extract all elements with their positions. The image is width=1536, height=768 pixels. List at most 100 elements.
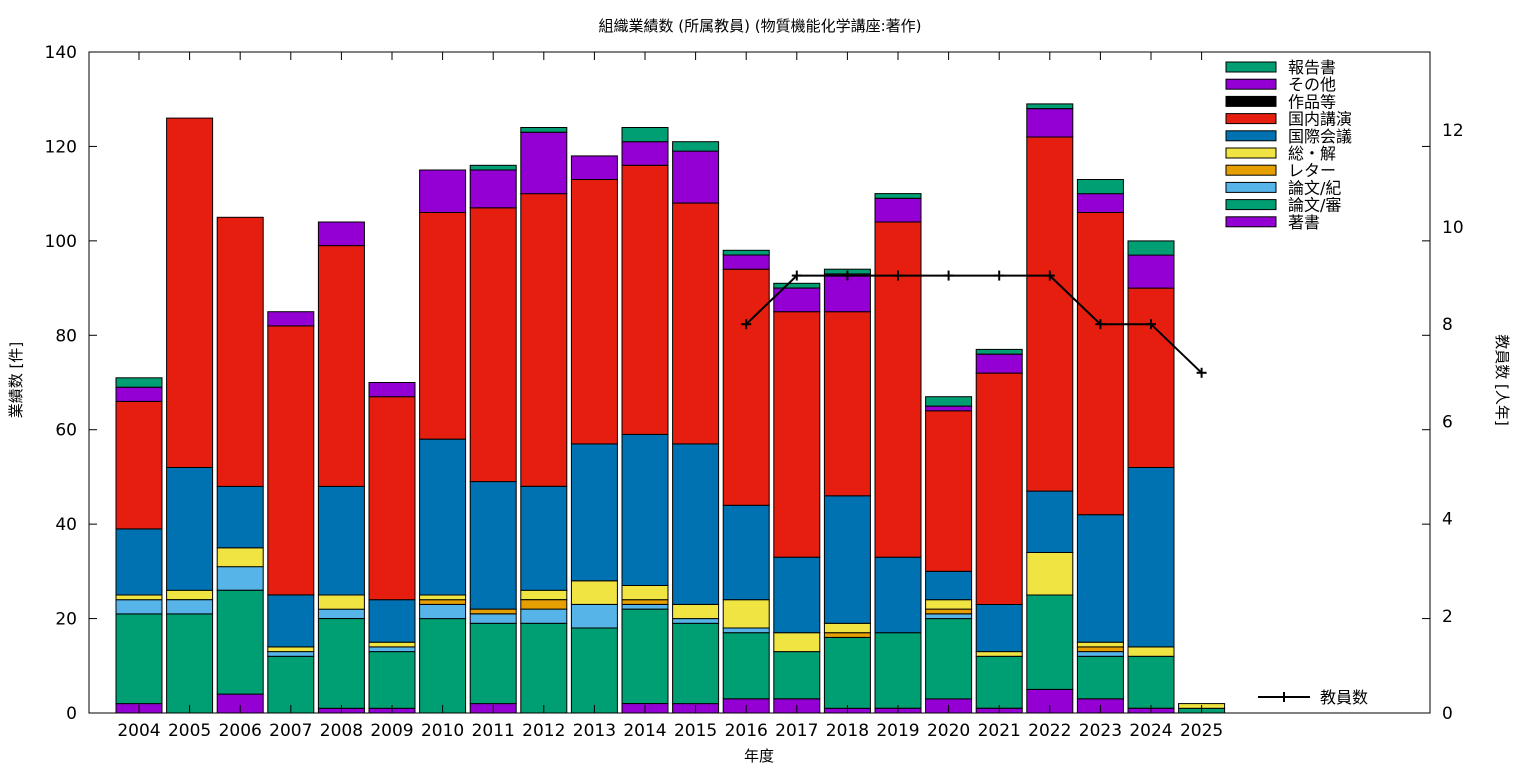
bar-segment xyxy=(1127,655,1175,709)
bar-segment xyxy=(1026,136,1074,492)
legend-swatch xyxy=(1225,113,1277,125)
x-tick-label: 2007 xyxy=(269,721,312,741)
legend-swatch xyxy=(1225,147,1277,159)
bar-segment xyxy=(419,594,467,601)
bar-segment xyxy=(166,589,214,601)
x-tick-label: 2019 xyxy=(876,721,919,741)
line-layer xyxy=(741,270,1207,378)
x-tick-label: 2010 xyxy=(421,721,464,741)
bar-segment xyxy=(672,141,720,152)
legend-label: その他 xyxy=(1288,75,1336,94)
bar-segment xyxy=(874,556,922,634)
bar-segment xyxy=(722,627,770,634)
y-tick-label: 140 xyxy=(45,43,77,63)
bar-segment xyxy=(621,603,669,610)
legend-swatch xyxy=(1225,164,1277,176)
bar-segment xyxy=(570,443,618,582)
bar-segment xyxy=(1026,552,1074,596)
bar-segment xyxy=(216,216,264,487)
x-tick-label: 2018 xyxy=(826,721,869,741)
legend-label: 論文/審 xyxy=(1288,196,1341,215)
x-tick-label: 2017 xyxy=(775,721,818,741)
bar-segment xyxy=(1076,179,1124,195)
bar-segment xyxy=(925,405,973,412)
bar-segment xyxy=(1026,490,1074,554)
bar-segment xyxy=(722,268,770,506)
bar-segment xyxy=(216,566,264,591)
bar-segment xyxy=(267,655,315,714)
y2-tick-label: 0 xyxy=(1442,704,1453,724)
legend-label: 教員数 xyxy=(1320,688,1368,707)
bar-segment xyxy=(166,599,214,615)
y-tick-label: 60 xyxy=(55,421,77,441)
legend-swatch xyxy=(1225,61,1277,73)
bar-segment xyxy=(672,618,720,624)
y-tick-label: 120 xyxy=(45,137,77,157)
bar-segment xyxy=(368,651,416,709)
bar-segment xyxy=(1127,254,1175,289)
y2-tick-label: 8 xyxy=(1442,315,1453,335)
bar-segment xyxy=(520,599,568,610)
bar-segment xyxy=(975,353,1023,374)
x-tick-label: 2004 xyxy=(117,721,160,741)
bar-segment xyxy=(672,622,720,705)
y2-axis-label: 教員数 [人年] xyxy=(1493,334,1511,425)
bar-segment xyxy=(267,325,315,596)
bars-layer xyxy=(115,103,1226,714)
bar-segment xyxy=(672,603,720,620)
y2-tick-label: 6 xyxy=(1442,412,1453,432)
x-tick-label: 2015 xyxy=(674,721,717,741)
bar-segment xyxy=(570,155,618,180)
bar-segment xyxy=(419,212,467,440)
bar-segment xyxy=(317,594,365,610)
bar-segment xyxy=(368,599,416,643)
legend-label: 著書 xyxy=(1288,213,1320,232)
bar-segment xyxy=(773,311,821,558)
bar-segment xyxy=(469,613,517,624)
bar-segment xyxy=(368,382,416,398)
bar-segment xyxy=(1076,651,1124,657)
bar-segment xyxy=(1076,655,1124,700)
x-tick-label: 2025 xyxy=(1180,721,1223,741)
bar-segment xyxy=(672,443,720,605)
x-tick-label: 2016 xyxy=(725,721,768,741)
bar-segment xyxy=(520,589,568,601)
bar-segment xyxy=(570,627,618,714)
bar-segment xyxy=(1127,467,1175,648)
legend-swatch xyxy=(1225,199,1277,211)
bar-segment xyxy=(419,618,467,714)
bar-segment xyxy=(570,580,618,605)
bar-segment xyxy=(722,249,770,256)
x-tick-label: 2022 xyxy=(1028,721,1071,741)
faculty-count-line xyxy=(745,274,1203,374)
bar-segment xyxy=(874,193,922,199)
bar-segment xyxy=(469,207,517,483)
bar-segment xyxy=(317,608,365,619)
bar-segment xyxy=(115,377,163,388)
bar-segment xyxy=(773,556,821,634)
y-tick-label: 80 xyxy=(55,326,77,346)
bar-segment xyxy=(1076,193,1124,214)
legend-label: 国内講演 xyxy=(1288,110,1352,129)
legend-label: 作品等 xyxy=(1288,92,1336,111)
legend-swatch xyxy=(1225,216,1277,228)
bar-segment xyxy=(216,485,264,549)
bar-segment xyxy=(1026,108,1074,138)
x-tick-label: 2012 xyxy=(522,721,565,741)
bar-segment xyxy=(520,131,568,195)
bar-segment xyxy=(520,608,568,624)
bar-segment xyxy=(1076,514,1124,643)
x-tick-label: 2005 xyxy=(168,721,211,741)
bar-segment xyxy=(267,651,315,657)
bar-segment xyxy=(1076,212,1124,516)
legend-swatch xyxy=(1225,181,1277,193)
legend-label: 総・解 xyxy=(1288,144,1336,163)
bar-segment xyxy=(823,632,871,638)
bar-segment xyxy=(1127,287,1175,468)
bar-segment xyxy=(469,169,517,209)
bar-segment xyxy=(520,127,568,133)
bar-segment xyxy=(570,179,618,445)
bar-segment xyxy=(773,632,821,653)
bar-segment xyxy=(1127,240,1175,256)
y2-tick-label: 12 xyxy=(1442,121,1464,141)
